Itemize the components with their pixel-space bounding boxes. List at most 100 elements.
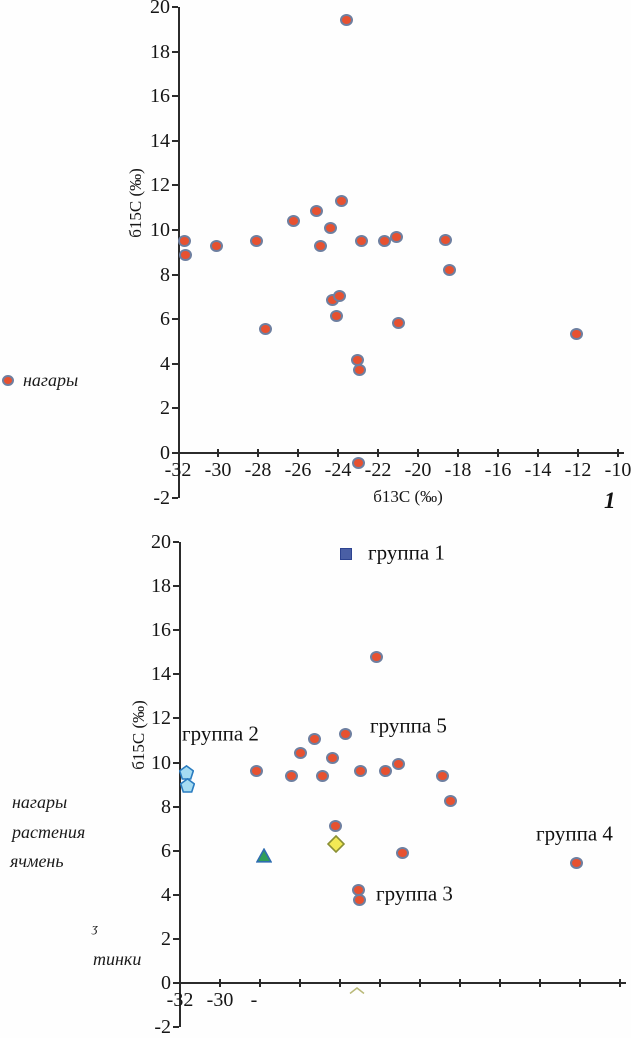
data-point [569,327,583,340]
x-tick-mark [419,979,421,987]
x-tick-mark [577,449,579,457]
y-tick-mark [173,673,179,676]
y-tick-mark [173,629,179,632]
y-axis-title: б15С (‰) [129,700,148,770]
x-tick-label: -16 [484,459,512,481]
data-point [443,795,457,808]
y-tick-label: 12 [150,174,170,197]
side-label-fragment: ʒ [92,920,98,935]
x-tick-label: -26 [284,459,312,481]
y-tick-mark [173,1026,179,1029]
data-point [435,769,449,782]
y-tick-label: 4 [160,352,170,375]
x-tick-mark [297,449,299,457]
data-point [256,847,272,863]
y-tick-label: 12 [151,707,171,730]
y-tick-label: 0 [160,442,170,464]
data-point [177,235,191,248]
y-tick-mark [173,805,179,808]
y-tick-label: 14 [150,129,170,152]
data-point [391,316,405,329]
y-tick-label: 18 [150,40,170,63]
x-tick-mark [539,979,541,987]
y-tick-label: 18 [151,575,171,598]
side-label-tinki: тинки [93,949,142,969]
x-tick-mark [497,449,499,457]
y-tick-label: 2 [160,397,170,420]
group-annotation: группа 4 [536,821,613,846]
x-tick-mark [619,979,621,987]
y-tick-label: 6 [161,839,171,862]
y-tick-mark [172,95,178,98]
y-tick-label: 10 [151,751,171,774]
legend-nagary: нагары [2,370,78,391]
y-tick-label: 2 [161,927,171,950]
x-tick-mark [459,979,461,987]
y-tick-label: 10 [150,219,170,241]
y-tick-mark [172,50,178,53]
y-tick-label: 6 [160,308,170,331]
x-tick-mark [219,979,221,987]
x-tick-label: -30 [206,989,234,1011]
data-point [391,757,405,770]
y-tick-label: 20 [150,0,170,18]
x-tick-mark [417,449,419,457]
data-point [389,230,403,243]
side-label-yachmen: ячмень [10,851,64,871]
y-tick-mark [172,139,178,142]
data-point [332,289,346,302]
x-tick-label: -12 [564,459,592,481]
circle-marker-icon [2,375,14,386]
x-tick-mark [537,449,539,457]
y-tick-mark [172,318,178,321]
side-label-rasteniya: растения [12,822,86,842]
y-tick-mark [172,6,178,8]
x-axis-line [178,452,624,454]
data-point [352,364,366,377]
data-point [323,221,337,234]
x-tick-mark [259,979,261,987]
figure-number: 1 [604,488,616,513]
data-point [339,14,353,27]
group-annotation: группа 3 [376,881,453,906]
data-point [369,650,383,663]
y-tick-label: 0 [161,972,171,994]
y-tick-label: -2 [153,486,170,509]
x-tick-mark [499,979,501,987]
data-point [329,309,343,322]
y-tick-mark [173,585,179,588]
data-point [352,894,366,907]
data-point [315,769,329,782]
group-annotation: группа 5 [370,713,447,738]
y-tick-label: -2 [154,1016,171,1038]
data-point [179,778,195,793]
data-point [377,235,391,248]
y-tick-mark [172,273,178,276]
y-tick-label: 20 [151,531,171,553]
x-tick-label: -22 [364,459,392,481]
y-tick-label: 8 [161,795,171,818]
y-tick-mark [173,982,179,984]
x-tick-label: - [250,989,258,1011]
y-tick-label: 16 [150,85,170,108]
x-axis-title: б13С (‰) [373,487,443,506]
x-tick-mark [217,449,219,457]
x-tick-mark [579,979,581,987]
data-point [313,239,327,252]
data-point [309,205,323,218]
data-point [178,248,192,261]
data-point [438,234,452,247]
x-tick-mark [257,449,259,457]
data-point [328,820,342,833]
data-point [249,235,263,248]
data-point [209,239,223,252]
y-tick-mark [172,407,178,410]
y-tick-mark [173,761,179,764]
data-point [334,195,348,207]
data-point [286,215,300,228]
x-tick-label: -20 [404,459,432,481]
y-tick-label: 8 [160,263,170,286]
x-tick-label: -24 [324,459,352,481]
